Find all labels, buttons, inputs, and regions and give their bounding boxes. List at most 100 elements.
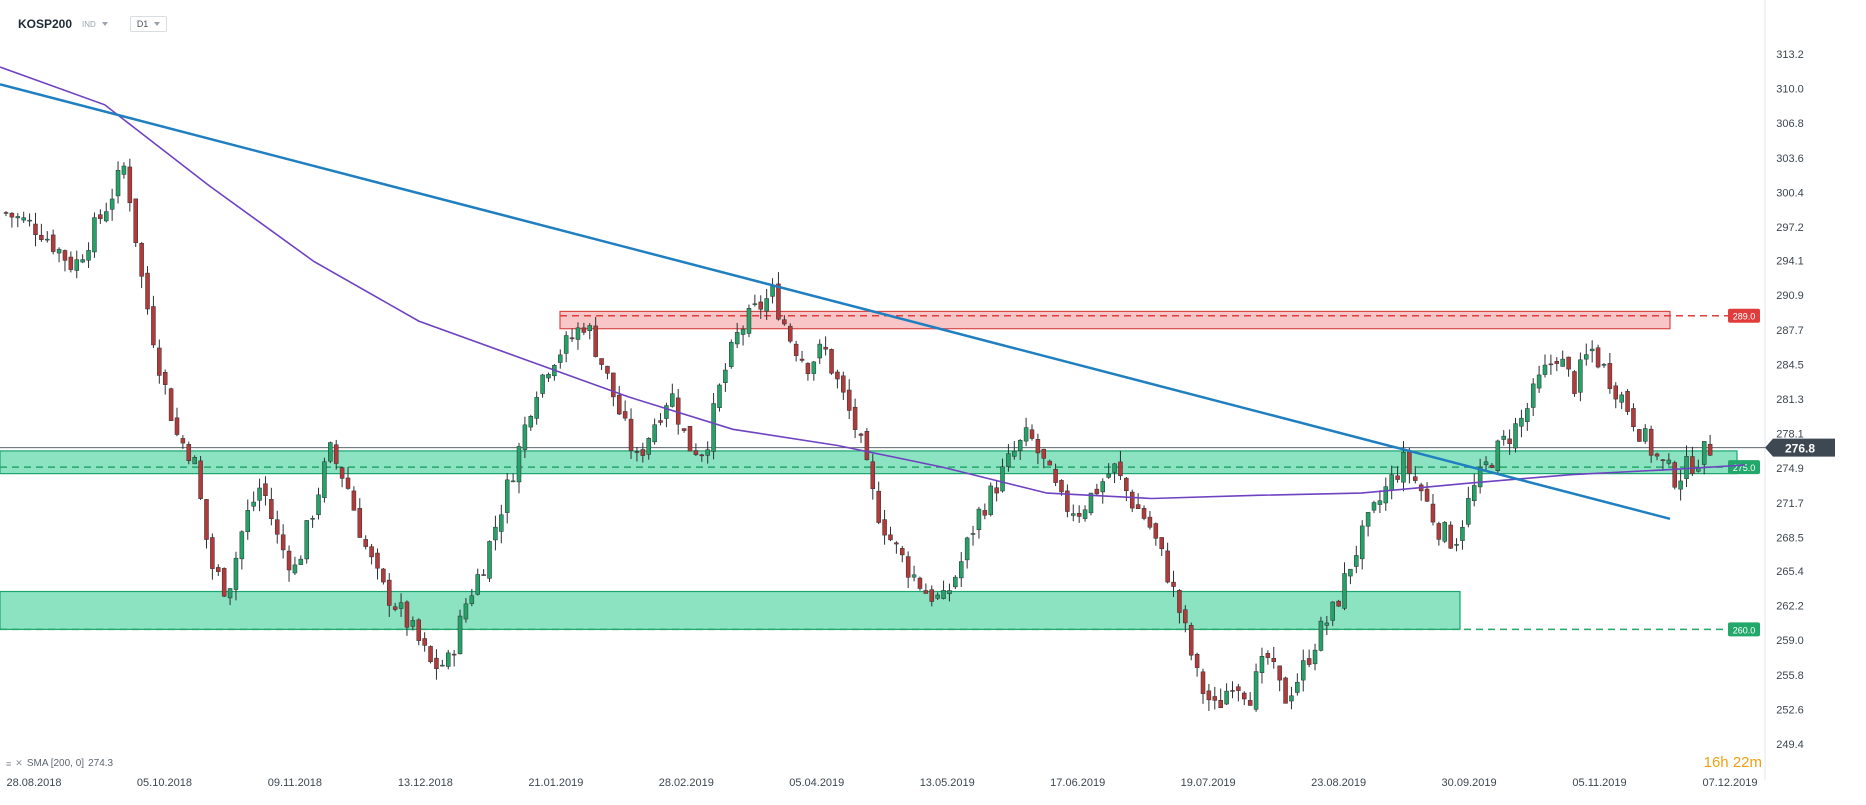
candle-down bbox=[1141, 508, 1147, 519]
drag-lines-icon[interactable]: ≡ bbox=[6, 758, 12, 769]
candle-down bbox=[186, 444, 192, 462]
candle-down bbox=[1336, 600, 1341, 607]
candle-up bbox=[764, 298, 769, 312]
candle-down bbox=[221, 568, 227, 597]
resistance-zone bbox=[559, 310, 1671, 330]
candle-down bbox=[204, 499, 209, 540]
candle-up bbox=[510, 480, 516, 483]
candle-down bbox=[876, 490, 881, 523]
candle-up bbox=[1525, 408, 1530, 422]
symbol-label[interactable]: KOSP200 bbox=[18, 17, 73, 31]
timeframe-select[interactable]: D1 bbox=[129, 16, 168, 32]
candle-down bbox=[1625, 391, 1630, 412]
candle-up bbox=[1701, 441, 1707, 465]
x-tick-label: 21.01.2019 bbox=[528, 777, 583, 789]
candle-down bbox=[345, 477, 351, 489]
candle-up bbox=[493, 526, 498, 541]
candle-up bbox=[1259, 656, 1265, 673]
candle-down bbox=[622, 411, 628, 419]
candle-up bbox=[1289, 695, 1294, 702]
candle-down bbox=[1690, 456, 1695, 474]
candle-down bbox=[1507, 438, 1512, 445]
support-zone-lower bbox=[0, 590, 1461, 630]
candle-down bbox=[1200, 671, 1206, 694]
candle-down bbox=[1183, 609, 1188, 624]
downtrend-line[interactable] bbox=[0, 83, 1671, 521]
sma-200-line bbox=[0, 66, 1746, 500]
x-tick-label: 13.12.2018 bbox=[398, 777, 453, 789]
candle-down bbox=[1448, 524, 1453, 549]
candle-down bbox=[1242, 692, 1247, 700]
candle-down bbox=[1660, 459, 1666, 461]
y-tick-label: 306.8 bbox=[1776, 118, 1804, 130]
instrument-type-dropdown[interactable]: IND bbox=[82, 20, 108, 29]
close-x-icon[interactable]: ✕ bbox=[15, 758, 23, 768]
candle-down bbox=[1637, 429, 1642, 442]
candle-down bbox=[1654, 453, 1660, 457]
candle-up bbox=[440, 664, 445, 667]
candle-up bbox=[1589, 348, 1595, 352]
candle-down bbox=[1218, 700, 1223, 709]
candle-down bbox=[180, 438, 186, 444]
y-tick-label: 249.4 bbox=[1776, 739, 1804, 751]
candle-up bbox=[257, 487, 262, 501]
candle-down bbox=[404, 601, 410, 628]
candle-down bbox=[1607, 363, 1613, 389]
y-tick-label: 278.1 bbox=[1776, 429, 1804, 441]
candle-down bbox=[1129, 491, 1135, 509]
candle-up bbox=[964, 537, 970, 561]
candle-down bbox=[1053, 469, 1058, 483]
candle-up bbox=[723, 369, 728, 384]
candle-up bbox=[322, 461, 327, 498]
x-tick-label: 05.04.2019 bbox=[789, 777, 844, 789]
candle-down bbox=[216, 567, 221, 572]
candle-up bbox=[245, 510, 251, 532]
candle-down bbox=[805, 363, 811, 374]
candle-down bbox=[1124, 477, 1129, 492]
candle-down bbox=[605, 365, 610, 374]
candle-down bbox=[1566, 356, 1571, 370]
candle-down bbox=[280, 534, 286, 551]
candle-down bbox=[640, 449, 646, 456]
candle-up bbox=[398, 602, 404, 609]
candle-up bbox=[21, 217, 26, 221]
candle-down bbox=[1424, 488, 1430, 502]
candle-up bbox=[1678, 480, 1683, 490]
candle-down bbox=[451, 653, 457, 656]
candle-down bbox=[68, 256, 74, 270]
candle-down bbox=[793, 343, 799, 356]
candle-down bbox=[858, 433, 864, 436]
x-tick-label: 28.02.2019 bbox=[659, 777, 714, 789]
candle-up bbox=[1666, 459, 1672, 464]
candle-down bbox=[634, 451, 640, 453]
candle-down bbox=[428, 646, 433, 663]
y-tick-label: 297.2 bbox=[1776, 222, 1804, 234]
candle-down bbox=[870, 461, 876, 489]
candle-down bbox=[1047, 460, 1052, 466]
timer-minutes: 22 bbox=[1732, 754, 1750, 771]
candle-down bbox=[157, 347, 162, 376]
candle-down bbox=[1206, 690, 1212, 701]
candle-up bbox=[80, 259, 85, 263]
candle-down bbox=[1489, 464, 1495, 468]
x-tick-label: 17.06.2019 bbox=[1050, 777, 1105, 789]
x-tick-label: 23.08.2019 bbox=[1311, 777, 1366, 789]
resistance-badge bbox=[1728, 308, 1760, 323]
candle-up bbox=[770, 286, 775, 297]
candle-up bbox=[1371, 502, 1377, 511]
candle-down bbox=[422, 638, 427, 646]
candle-up bbox=[251, 501, 256, 507]
candle-up bbox=[1000, 466, 1005, 492]
support-2-badge bbox=[1728, 622, 1760, 637]
candle-up bbox=[1460, 526, 1465, 541]
x-tick-label: 05.10.2018 bbox=[137, 777, 192, 789]
candle-down bbox=[1177, 590, 1182, 613]
y-tick-label: 294.1 bbox=[1776, 256, 1804, 268]
candle-down bbox=[1613, 385, 1619, 400]
candle-up bbox=[1359, 525, 1365, 560]
candle-up bbox=[1006, 453, 1011, 468]
candle-down bbox=[1247, 700, 1253, 706]
candle-down bbox=[1283, 677, 1288, 704]
